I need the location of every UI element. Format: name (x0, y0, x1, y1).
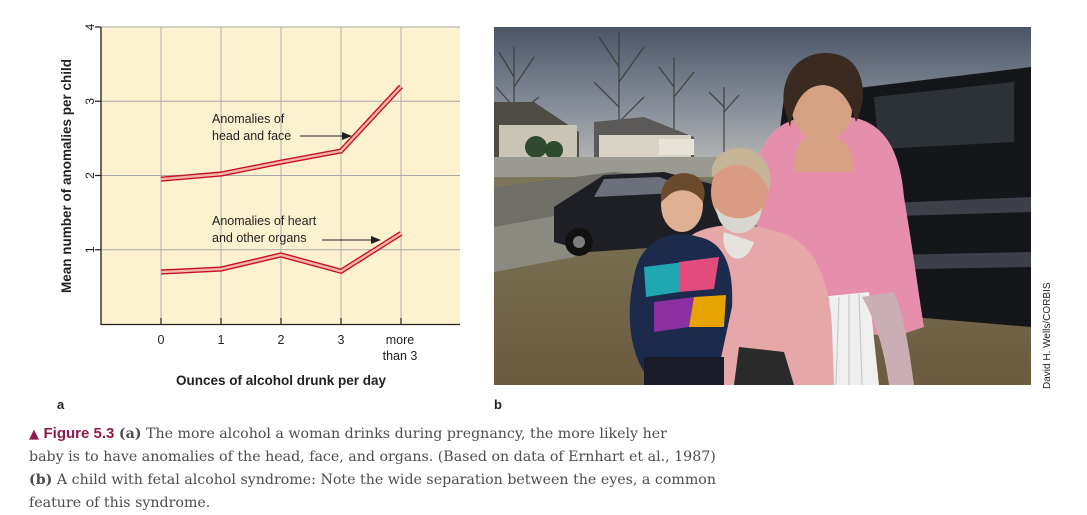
y-tick-label: 3 (83, 98, 97, 105)
panel-label-b: b (494, 397, 502, 412)
caption-part-a-label: (a) (119, 426, 142, 442)
caption-line-4: feature of this syndrome. (29, 492, 729, 515)
x-tick-label: 2 (278, 333, 285, 347)
figure-caption: ▲ Figure 5.3 (a) The more alcohol a woma… (29, 422, 729, 515)
photo-of-family (494, 27, 1031, 385)
caption-line-3-text: A child with fetal alcohol syndrome: Not… (57, 472, 716, 488)
caption-line-3: (b) A child with fetal alcohol syndrome:… (29, 469, 729, 492)
y-tick-label: 2 (83, 172, 97, 179)
caption-line-1-text: The more alcohol a woman drinks during p… (146, 426, 667, 442)
caption-line-1: ▲ Figure 5.3 (a) The more alcohol a woma… (29, 422, 729, 446)
y-tick-label: 1 (83, 246, 97, 253)
x-tick-label: 0 (158, 333, 165, 347)
caption-line-2: baby is to have anomalies of the head, f… (29, 446, 729, 469)
y-ticks: 1 2 3 4 (83, 23, 101, 253)
y-axis-label: Mean number of anomalies per child (59, 59, 74, 293)
triangle-marker-icon: ▲ (29, 427, 39, 442)
figure-label: Figure 5.3 (44, 425, 115, 442)
x-tick-label: 1 (218, 333, 225, 347)
x-tick-label: 3 (338, 333, 345, 347)
panel-label-a: a (57, 397, 64, 412)
caption-part-b-label: (b) (29, 472, 52, 488)
x-axis-label: Ounces of alcohol drunk per day (176, 373, 387, 388)
y-tick-label: 4 (83, 23, 97, 30)
